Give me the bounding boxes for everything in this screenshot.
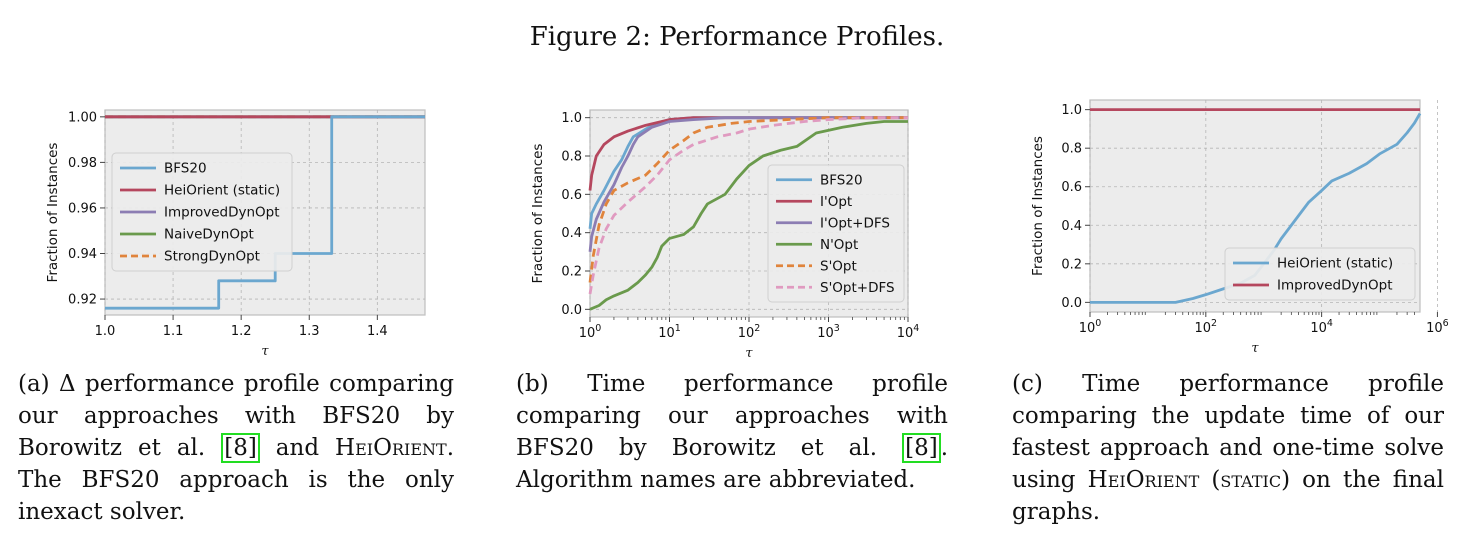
y-tick-label: 0.2	[561, 265, 582, 280]
caption-smallcaps-text: HeiOrient	[1087, 467, 1200, 493]
legend-box	[111, 152, 293, 272]
series-line-i-opt	[588, 116, 908, 191]
citation-link[interactable]: [8]	[221, 433, 260, 463]
caption-text: Time performance profile comparing our a…	[516, 371, 948, 461]
legend-box	[767, 164, 905, 303]
caption-text: . The BFS20 approach is the only inexact…	[18, 435, 454, 525]
y-tick-label: 0.2	[1061, 257, 1082, 272]
y-tick-label: 0.8	[561, 150, 582, 165]
x-tick-label: 101	[658, 323, 681, 341]
legend-label: StrongDynOpt	[164, 249, 260, 265]
x-tick-label: 1.2	[231, 324, 252, 339]
legend-label: N'Opt	[820, 237, 858, 253]
caption-label: (a)	[18, 371, 60, 397]
caption-label: (b)	[516, 371, 588, 397]
y-axis-label: Fraction of Instances	[45, 143, 61, 283]
legend-label: ImprovedDynOpt	[1277, 278, 1393, 294]
y-tick-label: 1.0	[561, 111, 582, 126]
y-tick-label: 0.6	[1061, 180, 1082, 195]
x-tick-label: 103	[817, 323, 840, 341]
y-tick-label: 0.4	[561, 226, 582, 241]
x-axis-label: τ	[1251, 341, 1259, 356]
caption-smallcaps-text: static	[1220, 467, 1282, 493]
x-tick-label: 104	[1310, 318, 1333, 336]
y-axis-label: Fraction of Instances	[530, 144, 546, 284]
y-tick-label: 0.94	[68, 247, 97, 262]
y-tick-label: 0.92	[68, 293, 97, 308]
x-tick-label: 100	[579, 323, 602, 341]
y-tick-label: 0.96	[68, 201, 97, 216]
legend-label: ImprovedDynOpt	[164, 205, 280, 221]
y-tick-label: 1.0	[1061, 103, 1082, 118]
caption-label: (c)	[1012, 371, 1083, 397]
y-axis-label: Fraction of Instances	[1030, 136, 1046, 276]
caption-smallcaps-text: HeiOrient	[335, 435, 447, 461]
series-line-n-opt	[589, 120, 908, 311]
y-tick-label: 0.6	[561, 188, 582, 203]
caption-text: Time performance profile comparing the u…	[1012, 371, 1445, 493]
figure-title: Figure 2: Performance Profiles.	[529, 22, 945, 52]
chart-a: 1.0 1.1 1.2 1.3 1.4 0.92 0.94 0.96 0.98 1.00 τ Frac…	[45, 109, 426, 359]
caption-text: ) on the final graphs.	[1012, 467, 1444, 525]
legend-label: S'Opt	[820, 258, 857, 274]
chart-b: 100 101 102 103 104 0.0 0.2 0.4 0.6 0.8 1.0 τ Fracti…	[530, 109, 920, 361]
legend-label: I'Opt	[820, 194, 852, 210]
x-tick-label: 100	[1079, 318, 1102, 336]
legend-label: BFS20	[820, 172, 863, 188]
x-tick-label: 1.3	[299, 324, 320, 339]
legend-label: BFS20	[164, 161, 207, 177]
chart-c: 100 102 104 106 0.0 0.2 0.4 0.6 0.8 1.0 τ Fraction …	[1030, 99, 1449, 356]
series-line-heiorient-static-	[1090, 112, 1422, 304]
x-axis-label: τ	[745, 346, 753, 361]
x-tick-label: 102	[1195, 318, 1218, 336]
x-tick-label: 1.0	[95, 324, 116, 339]
legend-label: I'Opt+DFS	[820, 215, 890, 231]
legend-box	[1224, 247, 1416, 301]
x-tick-label: 102	[738, 323, 761, 341]
x-tick-label: 104	[897, 323, 920, 341]
caption-b: (b) Time performance profile comparing o…	[516, 368, 948, 496]
series-line-s-opt-dfs	[588, 116, 908, 295]
x-axis-label: τ	[261, 344, 269, 359]
y-tick-label: 0.4	[1061, 219, 1082, 234]
caption-text: Δ performance profile comparing our appr…	[18, 371, 454, 461]
legend-label: HeiOrient (static)	[164, 183, 280, 199]
caption-text: and	[259, 435, 336, 461]
y-tick-label: 0.0	[1061, 296, 1082, 311]
caption-c: (c) Time performance profile comparing t…	[1012, 368, 1444, 528]
caption-text: (	[1199, 467, 1221, 493]
series-group	[1090, 108, 1422, 304]
x-tick-label: 1.1	[163, 324, 184, 339]
legend-label: HeiOrient (static)	[1277, 256, 1393, 272]
x-tick-label: 106	[1426, 318, 1449, 336]
x-tick-label: 1.4	[367, 324, 388, 339]
y-tick-label: 1.00	[68, 110, 97, 125]
legend-label: S'Opt+DFS	[820, 280, 895, 296]
caption-text: . Algorithm names are abbreviated.	[516, 435, 948, 493]
series-line-s-opt	[588, 116, 908, 283]
series-line-i-opt-dfs	[588, 116, 908, 252]
y-tick-label: 0.0	[561, 303, 582, 318]
legend-label: NaiveDynOpt	[164, 227, 254, 243]
citation-link[interactable]: [8]	[902, 433, 941, 463]
caption-a: (a) Δ performance profile comparing our …	[18, 368, 454, 528]
series-group	[588, 116, 908, 311]
y-tick-label: 0.8	[1061, 142, 1082, 157]
y-tick-label: 0.98	[68, 156, 97, 171]
